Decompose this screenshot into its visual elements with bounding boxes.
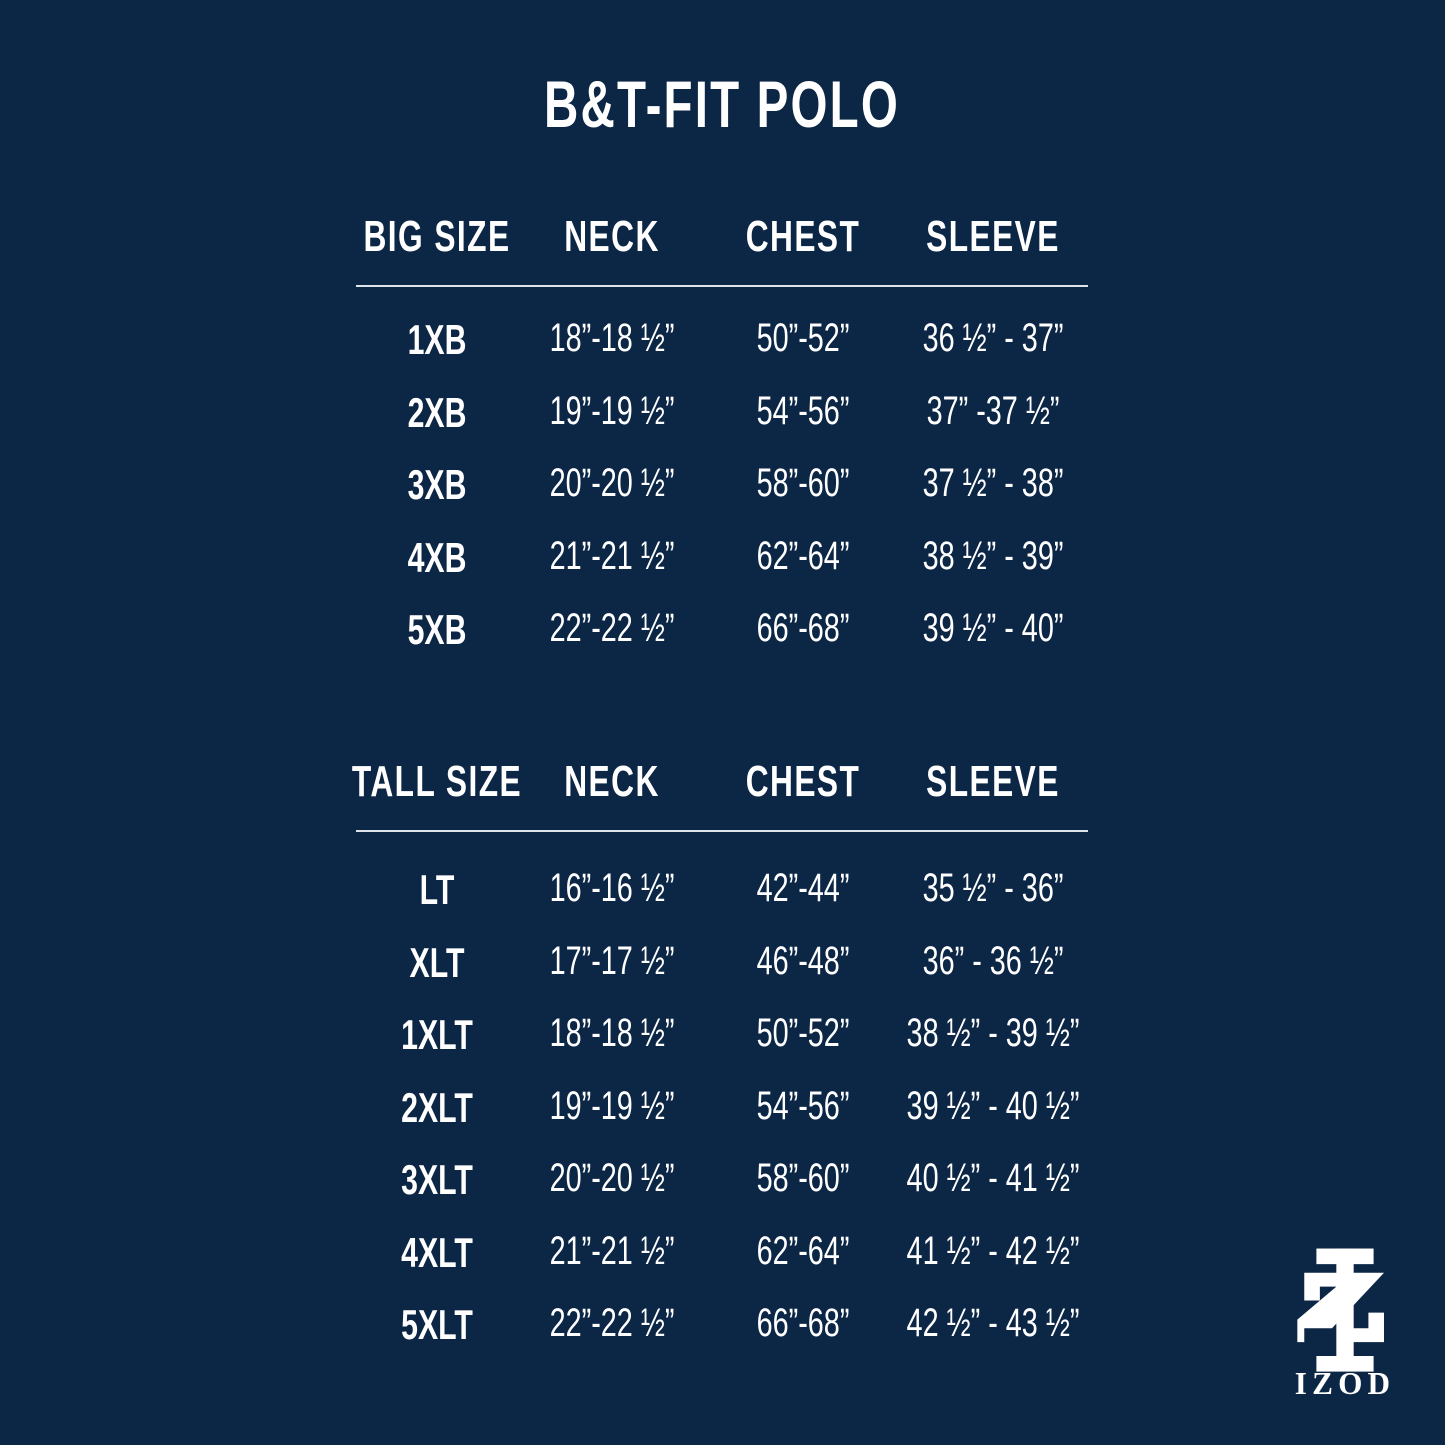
sleeve-value: 39 ½” - 40 ½” [906,1083,1080,1128]
column-header: CHEST [745,757,861,806]
page-title: B&T-FIT POLO [544,67,900,141]
size-label: LT [419,866,455,913]
izod-logo: IZOD [1295,1248,1396,1401]
size-label: 5XLT [401,1301,473,1348]
neck-value: 17”-17 ½” [549,938,675,983]
size-label: 1XLT [401,1011,473,1058]
size-label: 3XLT [401,1156,473,1203]
sleeve-value: 41 ½” - 42 ½” [906,1228,1080,1273]
chest-value: 50”-52” [756,1011,850,1055]
chest-value: 46”-48” [756,938,850,983]
chest-value: 54”-56” [756,388,850,433]
size-label: 3XB [407,461,467,508]
chest-value: 42”-44” [756,866,850,910]
size-label: XLT [409,938,465,986]
neck-value: 18”-18 ½” [549,1011,675,1055]
neck-value: 19”-19 ½” [549,388,675,433]
chest-value: 66”-68” [756,1301,850,1345]
neck-value: 20”-20 ½” [549,1156,675,1200]
sleeve-value: 38 ½” - 39 ½” [906,1011,1080,1055]
sleeve-value: 37” -37 ½” [926,388,1060,433]
size-label: 4XB [407,533,467,581]
header-divider [356,830,1088,832]
sleeve-value: 36 ½” - 37” [922,316,1064,360]
neck-value: 22”-22 ½” [549,606,675,650]
column-header: CHEST [745,212,861,261]
chest-value: 62”-64” [756,1228,850,1273]
size-label: 5XB [407,606,467,653]
sleeve-value: 35 ½” - 36” [922,866,1064,910]
size-label: 2XB [407,388,467,436]
sleeve-value: 40 ½” - 41 ½” [906,1156,1080,1200]
neck-value: 21”-21 ½” [549,1228,675,1273]
column-header: SLEEVE [926,212,1060,261]
column-header: NECK [564,212,660,261]
header-divider [356,285,1088,287]
sleeve-value: 42 ½” - 43 ½” [906,1301,1080,1345]
column-header: SLEEVE [926,757,1060,806]
logo-text: IZOD [1295,1366,1396,1401]
chest-value: 58”-60” [756,1156,850,1200]
chest-value: 54”-56” [756,1083,850,1128]
size-label: 4XLT [401,1228,473,1276]
neck-value: 21”-21 ½” [549,533,675,578]
column-header: BIG SIZE [363,212,511,261]
sleeve-value: 39 ½” - 40” [922,606,1064,650]
neck-value: 19”-19 ½” [549,1083,675,1128]
chest-value: 66”-68” [756,606,850,650]
column-header: NECK [564,757,660,806]
column-header: TALL SIZE [351,757,523,806]
neck-value: 22”-22 ½” [549,1301,675,1345]
sleeve-value: 37 ½” - 38” [922,461,1064,505]
size-label: 1XB [407,316,467,363]
chest-value: 62”-64” [756,533,850,578]
chest-value: 58”-60” [756,461,850,505]
neck-value: 20”-20 ½” [549,461,675,505]
sleeve-value: 38 ½” - 39” [922,533,1064,578]
size-label: 2XLT [401,1083,473,1131]
neck-value: 18”-18 ½” [549,316,675,360]
sleeve-value: 36” - 36 ½” [922,938,1064,983]
chest-value: 50”-52” [756,316,850,360]
neck-value: 16”-16 ½” [549,866,675,910]
